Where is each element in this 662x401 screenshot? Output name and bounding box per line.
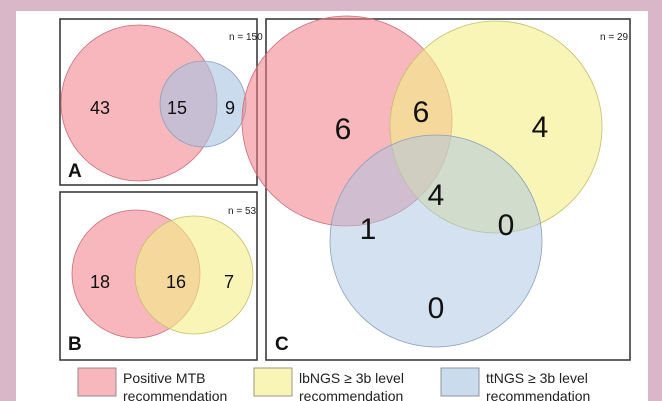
panel-b-mtb-only-count: 18 [90, 272, 110, 292]
panel-c-ttngs-circle [329, 134, 543, 348]
legend-ttngs-line1: ttNGS ≥ 3b level [486, 370, 588, 386]
panel-a: n = 150 43 15 9 A [59, 18, 263, 186]
panel-a-mtb-ttngs-count: 15 [167, 98, 187, 118]
panel-b-lbngs-circle [134, 215, 254, 335]
legend-swatch-lbngs [253, 367, 293, 397]
panel-c-mtb-ttngs-count: 1 [360, 213, 377, 246]
legend-item-mtb: Positive MTB recommendation [77, 367, 227, 401]
legend-swatch-mtb [77, 367, 117, 397]
panel-b-lbngs-only-count: 7 [224, 272, 234, 292]
panel-a-ttngs-only-count: 9 [225, 98, 235, 118]
legend-mtb-line1: Positive MTB [123, 370, 205, 386]
panel-c-all-three-count: 4 [428, 179, 445, 212]
legend-item-ttngs: ttNGS ≥ 3b level recommendation [440, 367, 590, 401]
legend-mtb-line2: recommendation [123, 388, 227, 401]
panel-c-mtb-lbngs-count: 6 [413, 96, 430, 129]
panel-c-lbngs-only-count: 4 [532, 111, 549, 144]
panel-b-n-label: n = 53 [228, 206, 257, 217]
panel-a-mtb-only-count: 43 [90, 98, 110, 118]
legend-lbngs-line2: recommendation [299, 388, 403, 401]
legend-item-lbngs: lbNGS ≥ 3b level recommendation [253, 367, 404, 401]
panel-c-label: C [275, 334, 289, 355]
panel-c-ttngs-only-count: 0 [428, 292, 445, 325]
legend-lbngs-line1: lbNGS ≥ 3b level [299, 370, 404, 386]
figure-sheet: n = 150 43 15 9 A n = 53 18 16 7 B n = 2… [16, 11, 648, 401]
panel-c: n = 29 6 6 4 4 1 0 0 C [241, 15, 631, 361]
panel-a-label: A [68, 161, 82, 182]
panel-b-mtb-lbngs-count: 16 [166, 272, 186, 292]
panel-c-lbngs-ttngs-count: 0 [498, 209, 515, 242]
panel-a-n-label: n = 150 [229, 32, 263, 43]
legend-swatch-ttngs [440, 367, 480, 397]
panel-c-mtb-only-count: 6 [335, 113, 352, 146]
legend: Positive MTB recommendation lbNGS ≥ 3b l… [77, 367, 590, 401]
venn-figure: n = 150 43 15 9 A n = 53 18 16 7 B n = 2… [59, 15, 631, 401]
panel-c-n-label: n = 29 [600, 32, 629, 43]
legend-ttngs-line2: recommendation [486, 388, 590, 401]
panel-b-label: B [68, 334, 82, 355]
panel-b: n = 53 18 16 7 B [59, 191, 258, 361]
